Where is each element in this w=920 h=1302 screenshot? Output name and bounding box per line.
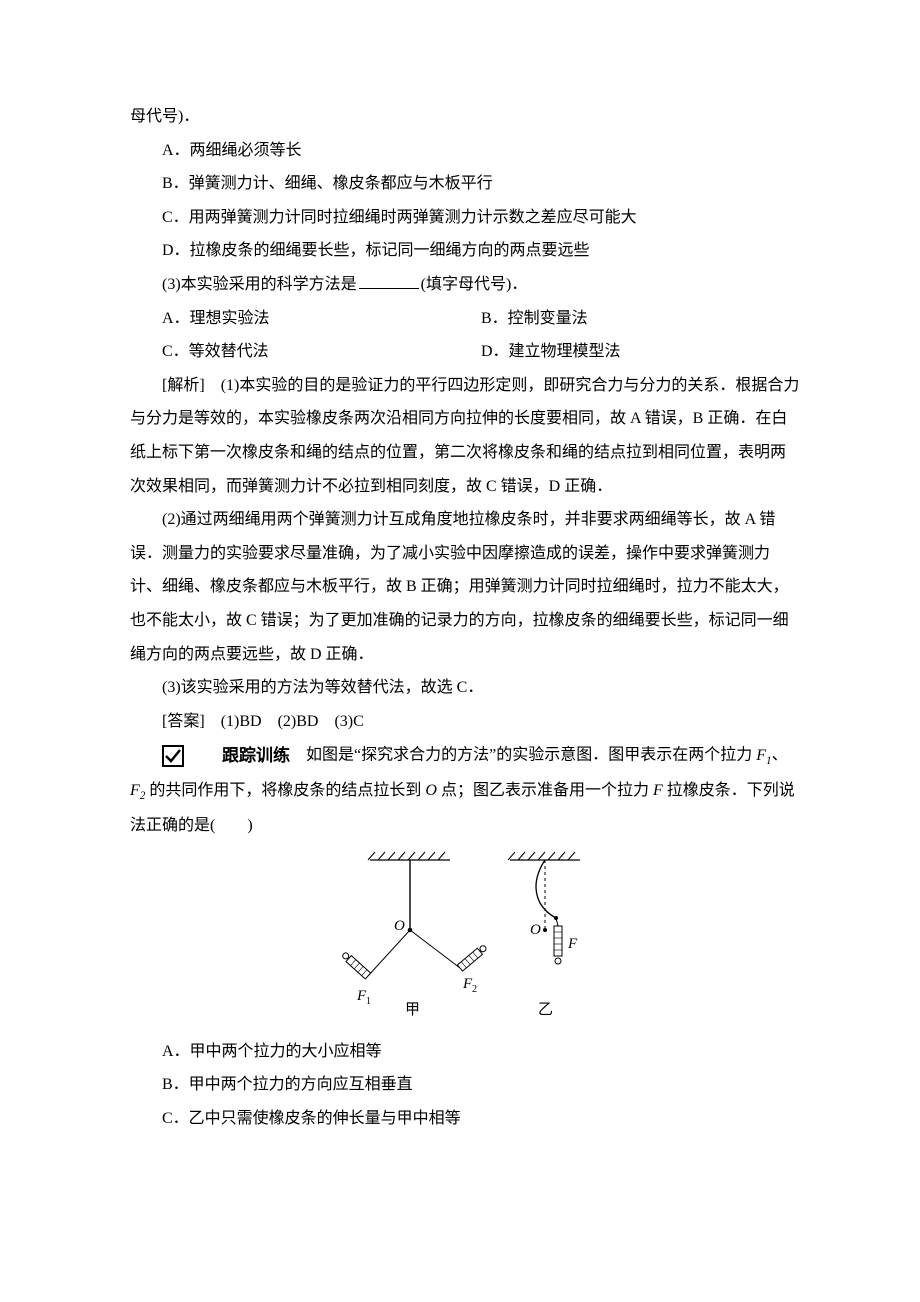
followup-stem-part1: 如图是“探究求合力的方法”的实验示意图．图甲表示在两个拉力 [306,747,752,764]
followup-f: F [653,782,663,799]
followup-option-b: B．甲中两个拉力的方向应互相垂直 [130,1068,800,1102]
experiment-figure: O F 1 [130,848,800,1031]
answer-line: [答案] (1)BD (2)BD (3)C [130,705,800,739]
q3-option-d: D．建立物理模型法 [481,335,800,369]
q2-option-c: C．用两弹簧测力计同时拉细绳时两弹簧测力计示数之差应尽可能大 [130,201,800,235]
svg-text:甲: 甲 [405,1002,420,1018]
followup-f2-sub: 2 [140,790,146,802]
svg-text:F: F [567,936,578,952]
q2-option-b: B．弹簧测力计、细绳、橡皮条都应与木板平行 [130,167,800,201]
q3-stem-prefix: (3)本实验采用的科学方法是 [162,276,357,293]
analysis-p1-text: (1)本实验的目的是验证力的平行四边形定则，即研究合力与分力的关系．根据合力与分… [130,377,799,495]
followup-stem-part3: 点；图乙表示准备用一个拉力 [437,782,653,799]
analysis-p1: [解析] (1)本实验的目的是验证力的平行四边形定则，即研究合力与分力的关系．根… [130,369,800,503]
q3-blank [359,272,419,289]
svg-text:O: O [530,922,541,938]
top-fragment: 母代号)． [130,100,800,134]
followup-f2: F2 [130,782,145,799]
q3-stem-suffix: (填字母代号)． [421,276,528,293]
svg-text:1: 1 [366,996,371,1007]
followup-f2-letter: F [130,782,140,799]
svg-text:2: 2 [472,984,477,995]
analysis-p2: (2)通过两细绳用两个弹簧测力计互成角度地拉橡皮条时，并非要求两细绳等长，故 A… [130,503,800,671]
answer-text: (1)BD (2)BD (3)C [221,713,364,730]
followup-option-c: C．乙中只需使橡皮条的伸长量与甲中相等 [130,1102,800,1136]
q3-stem: (3)本实验采用的科学方法是 (填字母代号)． [130,268,800,302]
q2-option-d: D．拉橡皮条的细绳要长些，标记同一细绳方向的两点要远些 [130,234,800,268]
q3-option-a: A．理想实验法 [162,302,481,336]
q2-option-a: A．两细绳必须等长 [130,134,800,168]
followup-stem: 跟踪训练 如图是“探究求合力的方法”的实验示意图．图甲表示在两个拉力 F1、F2… [130,738,800,842]
q3-options-row2: C．等效替代法 D．建立物理模型法 [130,335,800,369]
q3-options-row1: A．理想实验法 B．控制变量法 [130,302,800,336]
svg-text:O: O [394,918,405,934]
followup-f1-letter: F [756,747,766,764]
followup-f1-sub: 1 [766,755,772,767]
followup-option-a: A．甲中两个拉力的大小应相等 [130,1035,800,1069]
followup-f1: F1 [756,747,771,764]
q3-option-c: C．等效替代法 [162,335,481,369]
followup-heading-text: 跟踪训练 [190,738,290,774]
followup-stem-part2: 的共同作用下，将橡皮条的结点拉长到 [149,782,425,799]
analysis-p3: (3)该实验采用的方法为等效替代法，故选 C． [130,671,800,705]
followup-o: O [425,782,437,799]
q3-option-b: B．控制变量法 [481,302,800,336]
svg-text:乙: 乙 [538,1002,553,1018]
answer-label: [答案] [162,713,205,730]
analysis-label: [解析] [162,377,205,394]
followup-heading-badge: 跟踪训练 [162,738,290,774]
check-box-icon [162,745,184,767]
